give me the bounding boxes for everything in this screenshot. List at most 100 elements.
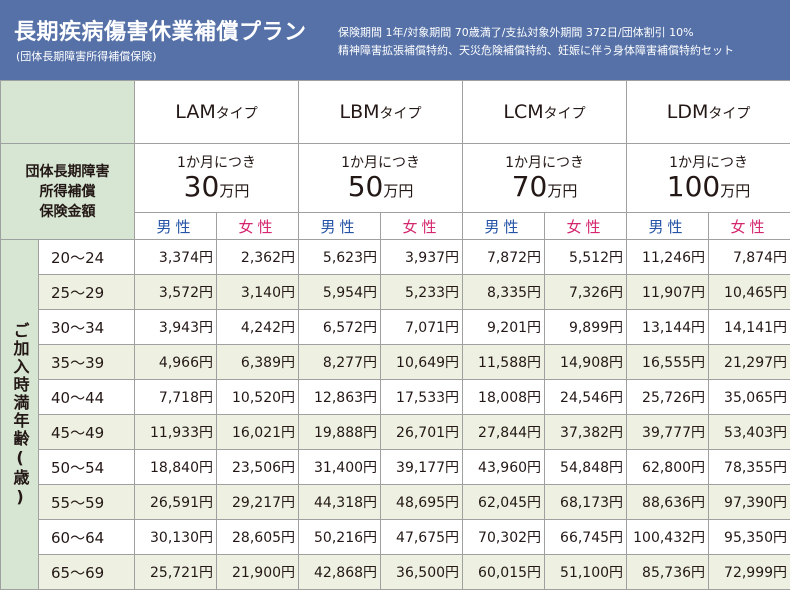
premium-cell: 26,591円 [134, 484, 217, 520]
premium-cell: 8,335円 [462, 274, 546, 310]
premium-cell: 10,465円 [708, 274, 790, 310]
page-subtitle: (団体長期障害所得補償保険) [16, 50, 157, 63]
premium-cell: 3,572円 [134, 274, 217, 310]
age-axis-label: ご加入時満年齢(歳) [0, 239, 39, 590]
premium-cell: 16,021円 [215, 414, 300, 450]
age-range-cell: 30〜34 [38, 309, 135, 345]
age-range-cell: 45〜49 [38, 414, 135, 450]
table-row: 50〜54 18,840円 23,506円 31,400円 39,177円 43,960円… [1, 449, 790, 485]
plan-header-lam: LAMタイプ [133, 80, 300, 144]
gender-row: 男性 女性 男性 女性 男性 女性 男性 女性 [1, 212, 790, 240]
age-range-cell: 55〜59 [38, 484, 135, 520]
corner-cell [0, 80, 135, 144]
premium-cell: 51,100円 [544, 554, 628, 590]
premium-cell: 11,907円 [626, 274, 710, 310]
premium-cell: 13,144円 [626, 309, 710, 345]
premium-cell: 24,546円 [544, 379, 628, 415]
premium-cell: 47,675円 [380, 519, 464, 555]
plan-header-lbm: LBMタイプ [298, 80, 464, 144]
premium-cell: 62,800円 [626, 449, 710, 485]
premium-cell: 2,362円 [215, 239, 300, 275]
age-range-cell: 20〜24 [38, 239, 135, 275]
premium-cell: 3,374円 [134, 239, 217, 275]
premium-cell: 66,745円 [544, 519, 628, 555]
gender-female: 女性 [215, 212, 300, 240]
age-range-cell: 40〜44 [38, 379, 135, 415]
premium-cell: 8,277円 [298, 344, 382, 380]
premium-cell: 62,045円 [462, 484, 546, 520]
policy-terms: 保険期間 1年/対象期間 70歳満了/支払対象外期間 372日/団体割引 10% [338, 26, 694, 39]
premium-cell: 17,533円 [380, 379, 464, 415]
gender-male: 男性 [298, 212, 382, 240]
premium-cell: 3,140円 [215, 274, 300, 310]
premium-cell: 5,233円 [380, 274, 464, 310]
amount-ldm: 1か月につき 100万円 [626, 143, 790, 213]
premium-cell: 21,297円 [708, 344, 790, 380]
gender-female: 女性 [708, 212, 790, 240]
premium-cell: 27,844円 [462, 414, 546, 450]
premium-cell: 7,326円 [544, 274, 628, 310]
premium-cell: 9,201円 [462, 309, 546, 345]
age-range-cell: 65〜69 [38, 554, 135, 590]
rider-set: 精神障害拡張補償特約、天災危険補償特約、妊娠に伴う身体障害補償特約セット [338, 44, 734, 57]
premium-cell: 14,141円 [708, 309, 790, 345]
premium-cell: 7,874円 [708, 239, 790, 275]
premium-cell: 48,695円 [380, 484, 464, 520]
premium-cell: 39,777円 [626, 414, 710, 450]
premium-cell: 12,863円 [298, 379, 382, 415]
premium-cell: 16,555円 [626, 344, 710, 380]
premium-cell: 18,840円 [134, 449, 217, 485]
premium-cell: 35,065円 [708, 379, 790, 415]
premium-cell: 5,512円 [544, 239, 628, 275]
gender-female: 女性 [380, 212, 464, 240]
premium-cell: 10,649円 [380, 344, 464, 380]
premium-cell: 60,015円 [462, 554, 546, 590]
premium-cell: 30,130円 [134, 519, 217, 555]
table-row: 25〜29 3,572円 3,140円 5,954円 5,233円 8,335円 7,326… [1, 274, 790, 310]
premium-cell: 42,868円 [298, 554, 382, 590]
premium-cell: 88,636円 [626, 484, 710, 520]
plan-header-row: LAMタイプ LBMタイプ LCMタイプ LDMタイプ [0, 80, 790, 144]
premium-cell: 25,721円 [134, 554, 217, 590]
premium-cell: 95,350円 [708, 519, 790, 555]
premium-cell: 5,623円 [298, 239, 382, 275]
table-row: ご加入時満年齢(歳) 20〜24 3,374円 2,362円 5,623円 3,937円 7… [0, 239, 790, 590]
premium-cell: 72,999円 [708, 554, 790, 590]
premium-cell: 5,954円 [298, 274, 382, 310]
premium-cell: 37,382円 [544, 414, 628, 450]
premium-cell: 25,726円 [626, 379, 710, 415]
premium-cell: 7,718円 [134, 379, 217, 415]
premium-cell: 50,216円 [298, 519, 382, 555]
premium-cell: 28,605円 [215, 519, 300, 555]
table-row: 60〜64 30,130円 28,605円 50,216円 47,675円 70,302円… [1, 519, 790, 555]
table-row: 45〜49 11,933円 16,021円 19,888円 26,701円 27,844円… [1, 414, 790, 450]
amount-lam: 1か月につき 30万円 [133, 143, 300, 213]
premium-cell: 11,588円 [462, 344, 546, 380]
table-row: 65〜69 25,721円 21,900円 42,868円 36,500円 60,015円… [1, 554, 790, 590]
age-range-cell: 25〜29 [38, 274, 135, 310]
table-row: 40〜44 7,718円 10,520円 12,863円 17,533円 18,008円 2… [1, 379, 790, 415]
premium-cell: 31,400円 [298, 449, 382, 485]
age-range-cell: 60〜64 [38, 519, 135, 555]
premium-cell: 85,736円 [626, 554, 710, 590]
premium-cell: 100,432円 [626, 519, 710, 555]
premium-cell: 6,572円 [298, 309, 382, 345]
premium-cell: 7,071円 [380, 309, 464, 345]
premium-cell: 23,506円 [215, 449, 300, 485]
premium-cell: 3,943円 [134, 309, 217, 345]
gender-male: 男性 [462, 212, 546, 240]
gender-female: 女性 [544, 212, 628, 240]
amount-row: 団体長期障害 所得補償 保険金額 1か月につき 30万円 1か月につき 50万円 1… [0, 143, 790, 240]
premium-cell: 70,302円 [462, 519, 546, 555]
premium-cell: 6,389円 [215, 344, 300, 380]
gender-male: 男性 [134, 212, 217, 240]
premium-cell: 11,246円 [626, 239, 710, 275]
premium-cell: 19,888円 [298, 414, 382, 450]
plan-header-lcm: LCMタイプ [462, 80, 628, 144]
premium-cell: 10,520円 [215, 379, 300, 415]
premium-cell: 14,908円 [544, 344, 628, 380]
page-title: 長期疾病傷害休業補償プラン [14, 20, 307, 45]
premium-cell: 21,900円 [215, 554, 300, 590]
gender-male: 男性 [626, 212, 710, 240]
